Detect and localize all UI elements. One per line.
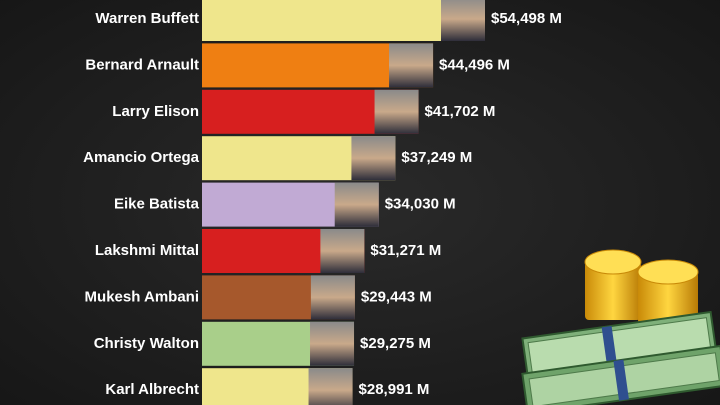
category-label: Bernard Arnault (85, 56, 199, 73)
category-label: Warren Buffett (95, 10, 199, 27)
photo (310, 321, 355, 366)
photo (334, 182, 379, 227)
value-label: $37,249 M (401, 149, 472, 166)
value-label: $44,496 M (439, 56, 510, 73)
category-label: Mukesh Ambani (85, 288, 199, 305)
photo (320, 229, 365, 273)
bar (202, 0, 485, 41)
money-decoration (521, 249, 720, 405)
value-label: $29,443 M (361, 288, 432, 305)
value-label: $31,271 M (370, 242, 441, 259)
photo (389, 43, 434, 88)
category-label: Karl Albrecht (105, 381, 199, 398)
value-label: $28,991 M (359, 381, 430, 398)
photo (308, 368, 353, 405)
photo (374, 89, 419, 134)
bars: Warren Buffett $54,498 M Bernard Arnault $4… (83, 0, 562, 405)
photo (351, 136, 396, 181)
category-label: Amancio Ortega (83, 149, 200, 166)
category-label: Eike Batista (114, 196, 200, 213)
value-label: $54,498 M (491, 10, 562, 27)
photo (310, 275, 355, 320)
value-label: $34,030 M (385, 196, 456, 213)
category-label: Lakshmi Mittal (95, 242, 199, 259)
photo (441, 0, 485, 41)
value-label: $41,702 M (425, 103, 496, 120)
category-label: Christy Walton (94, 335, 199, 352)
category-label: Larry Elison (112, 103, 199, 120)
value-label: $29,275 M (360, 335, 431, 352)
